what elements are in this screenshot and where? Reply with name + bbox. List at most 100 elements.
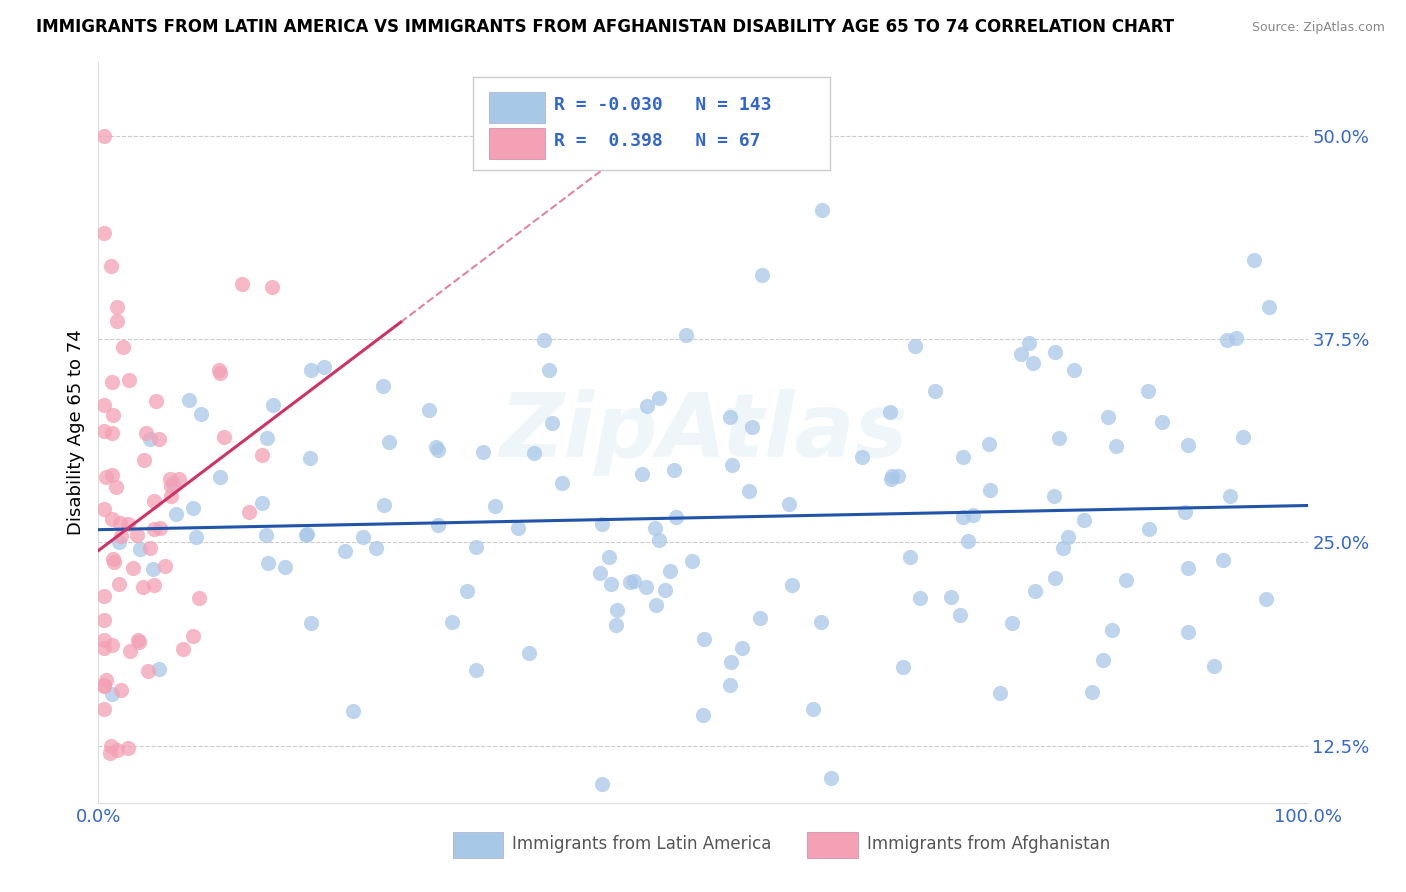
Point [128, 635, 150, 649]
Point [465, 663, 488, 677]
Point [108, 535, 131, 549]
Point [1177, 561, 1199, 575]
Point [456, 584, 478, 599]
Point [589, 566, 612, 580]
Text: IMMIGRANTS FROM LATIN AMERICA VS IMMIGRANTS FROM AFGHANISTAN DISABILITY AGE 65 T: IMMIGRANTS FROM LATIN AMERICA VS IMMIGRA… [35, 18, 1174, 36]
Point [149, 521, 172, 535]
Point [1212, 553, 1234, 567]
Point [1215, 333, 1237, 347]
Point [250, 448, 273, 462]
Point [117, 517, 139, 532]
Point [93, 501, 115, 516]
Point [111, 340, 134, 354]
Point [118, 373, 141, 387]
Point [93, 640, 115, 655]
Point [314, 360, 336, 375]
Point [145, 393, 167, 408]
Point [101, 687, 124, 701]
Point [94, 673, 117, 687]
Point [165, 507, 187, 521]
Point [718, 410, 741, 425]
Point [675, 327, 697, 342]
Text: Source: ZipAtlas.com: Source: ZipAtlas.com [1251, 21, 1385, 34]
Point [1243, 253, 1265, 268]
Point [254, 527, 277, 541]
Point [132, 452, 155, 467]
Point [600, 576, 623, 591]
Point [333, 543, 356, 558]
Point [181, 629, 204, 643]
Point [718, 678, 741, 692]
Point [1024, 584, 1046, 599]
Point [159, 472, 181, 486]
Point [1258, 300, 1281, 314]
Point [721, 458, 744, 473]
Point [100, 259, 122, 273]
Point [125, 527, 148, 541]
Point [1232, 430, 1254, 444]
Point [159, 479, 181, 493]
Point [591, 517, 613, 532]
Point [214, 430, 236, 444]
Point [801, 702, 824, 716]
Point [262, 279, 284, 293]
Point [136, 664, 159, 678]
Point [1056, 530, 1078, 544]
Point [93, 398, 115, 412]
Point [93, 701, 115, 715]
Point [665, 510, 688, 524]
Point [256, 431, 278, 445]
Text: R = -0.030   N = 143: R = -0.030 N = 143 [554, 96, 772, 114]
Point [172, 642, 194, 657]
Point [262, 398, 284, 412]
Point [720, 655, 742, 669]
Point [177, 392, 200, 407]
Point [880, 468, 903, 483]
Point [101, 468, 124, 483]
Point [418, 402, 440, 417]
Point [104, 480, 127, 494]
Point [949, 608, 972, 623]
Point [939, 590, 962, 604]
Point [591, 776, 613, 790]
Point [654, 582, 676, 597]
Point [364, 541, 387, 555]
Point [962, 508, 984, 522]
Point [160, 489, 183, 503]
Point [1225, 331, 1247, 345]
Point [606, 603, 628, 617]
Point [103, 555, 125, 569]
Point [135, 426, 157, 441]
Point [517, 647, 540, 661]
Point [108, 516, 131, 531]
Point [93, 425, 115, 439]
Point [100, 739, 122, 753]
Point [887, 468, 910, 483]
Text: Immigrants from Latin America: Immigrants from Latin America [512, 835, 772, 854]
Point [780, 578, 803, 592]
Point [101, 552, 124, 566]
Point [139, 433, 162, 447]
FancyBboxPatch shape [453, 832, 503, 857]
Point [294, 528, 316, 542]
Point [956, 534, 979, 549]
Point [1101, 623, 1123, 637]
Point [952, 510, 974, 524]
Point [352, 530, 374, 544]
Point [98, 746, 121, 760]
Point [1097, 409, 1119, 424]
Point [274, 559, 297, 574]
Point [1052, 541, 1074, 556]
Point [143, 494, 166, 508]
Point [605, 618, 627, 632]
Point [142, 562, 165, 576]
Point [904, 339, 927, 353]
Point [623, 574, 645, 589]
Point [148, 661, 170, 675]
Point [162, 476, 184, 491]
Point [1018, 335, 1040, 350]
Point [105, 300, 128, 314]
Point [648, 533, 671, 547]
Point [1115, 573, 1137, 587]
Point [1105, 439, 1128, 453]
